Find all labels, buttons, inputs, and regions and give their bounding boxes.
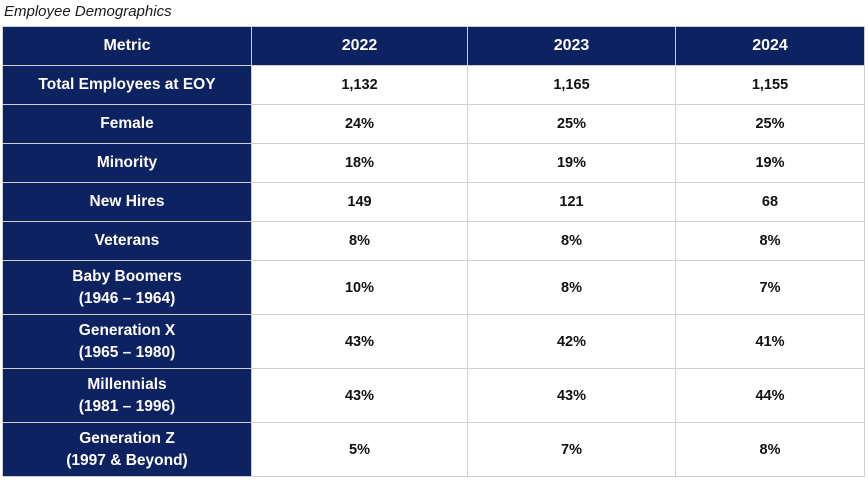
row-label-line: Millennials (87, 375, 167, 393)
cell-2022: 5% (251, 422, 468, 477)
row-label: Generation Z (1997 & Beyond) (2, 422, 252, 477)
row-label: Baby Boomers (1946 – 1964) (2, 260, 252, 315)
column-header-metric: Metric (2, 26, 252, 66)
column-header-2022: 2022 (251, 26, 468, 66)
row-label: Generation X (1965 – 1980) (2, 314, 252, 369)
row-label-line: Baby Boomers (72, 267, 182, 285)
cell-2024: 1,155 (675, 65, 865, 105)
table-row: Veterans 8% 8% 8% (2, 221, 865, 261)
cell-2022: 43% (251, 368, 468, 423)
cell-2023: 8% (467, 260, 676, 315)
cell-2023: 42% (467, 314, 676, 369)
cell-2023: 8% (467, 221, 676, 261)
row-label-line: Total Employees at EOY (38, 76, 216, 93)
row-label-years: (1946 – 1964) (78, 289, 176, 307)
cell-2023: 7% (467, 422, 676, 477)
column-header-2023: 2023 (467, 26, 676, 66)
employee-demographics-table: Metric 2022 2023 2024 Total Employees at… (2, 26, 865, 477)
cell-2024: 8% (675, 422, 865, 477)
row-label: Minority (2, 143, 252, 183)
row-label: Total Employees at EOY (2, 65, 252, 105)
row-label-line: New Hires (89, 193, 165, 210)
cell-2023: 121 (467, 182, 676, 222)
cell-2024: 44% (675, 368, 865, 423)
cell-2024: 41% (675, 314, 865, 369)
table-row: Generation Z (1997 & Beyond) 5% 7% 8% (2, 422, 865, 477)
table-row: Total Employees at EOY 1,132 1,165 1,155 (2, 65, 865, 105)
cell-2024: 25% (675, 104, 865, 144)
cell-2024: 7% (675, 260, 865, 315)
cell-2024: 19% (675, 143, 865, 183)
cell-2022: 149 (251, 182, 468, 222)
row-label: Millennials (1981 – 1996) (2, 368, 252, 423)
cell-2023: 25% (467, 104, 676, 144)
row-label-years: (1981 – 1996) (78, 397, 176, 415)
row-label: New Hires (2, 182, 252, 222)
table-row: Generation X (1965 – 1980) 43% 42% 41% (2, 314, 865, 369)
row-label-years: (1997 & Beyond) (66, 451, 188, 469)
cell-2023: 43% (467, 368, 676, 423)
row-label-line: Generation Z (79, 429, 175, 447)
cell-2023: 1,165 (467, 65, 676, 105)
table-row: Millennials (1981 – 1996) 43% 43% 44% (2, 368, 865, 423)
cell-2022: 8% (251, 221, 468, 261)
table-row: Minority 18% 19% 19% (2, 143, 865, 183)
row-label-line: Female (100, 115, 154, 132)
table-row: Female 24% 25% 25% (2, 104, 865, 144)
table-row: New Hires 149 121 68 (2, 182, 865, 222)
table-caption: Employee Demographics (4, 3, 172, 20)
cell-2024: 8% (675, 221, 865, 261)
row-label-line: Minority (96, 154, 158, 171)
row-label-years: (1965 – 1980) (78, 343, 176, 361)
cell-2022: 24% (251, 104, 468, 144)
row-label-line: Veterans (94, 232, 160, 249)
cell-2022: 18% (251, 143, 468, 183)
column-header-2024: 2024 (675, 26, 865, 66)
cell-2024: 68 (675, 182, 865, 222)
header-row: Metric 2022 2023 2024 (2, 26, 865, 66)
row-label: Female (2, 104, 252, 144)
cell-2022: 10% (251, 260, 468, 315)
cell-2023: 19% (467, 143, 676, 183)
cell-2022: 1,132 (251, 65, 468, 105)
row-label: Veterans (2, 221, 252, 261)
cell-2022: 43% (251, 314, 468, 369)
table-row: Baby Boomers (1946 – 1964) 10% 8% 7% (2, 260, 865, 315)
row-label-line: Generation X (78, 321, 176, 339)
